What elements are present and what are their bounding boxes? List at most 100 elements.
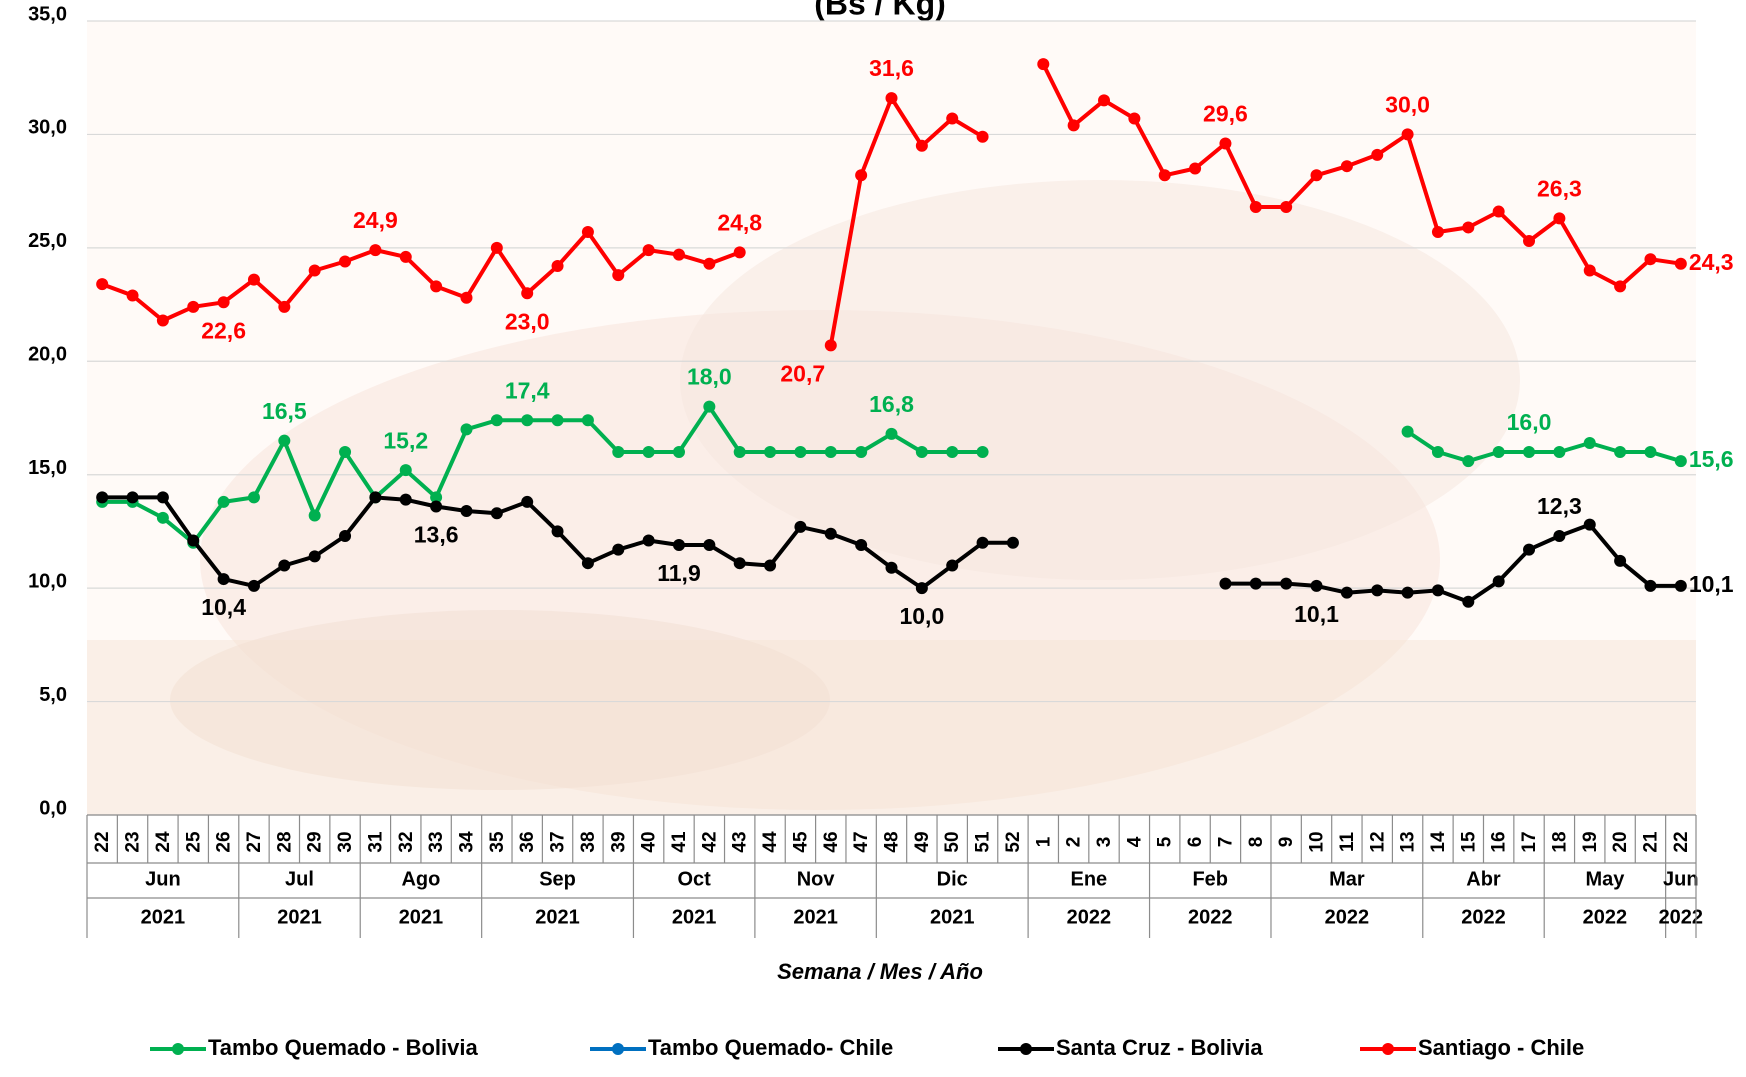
data-point: [855, 539, 868, 552]
data-point: [96, 491, 109, 504]
y-tick-label: 20,0: [28, 344, 67, 366]
legend-marker: [1382, 1043, 1394, 1055]
x-month-label: Abr: [1466, 868, 1501, 890]
data-label: 26,3: [1537, 175, 1582, 201]
data-point: [642, 534, 655, 547]
data-point: [1674, 455, 1687, 468]
x-tick-label: 30: [335, 831, 356, 852]
x-year-label: 2021: [930, 906, 975, 928]
data-point: [1219, 137, 1232, 150]
data-point: [1371, 148, 1384, 161]
data-point: [399, 250, 412, 263]
data-point: [1371, 584, 1384, 597]
data-label: 16,0: [1507, 409, 1552, 435]
data-point: [764, 559, 777, 572]
x-month-label: Ago: [401, 868, 440, 890]
data-point: [1462, 595, 1475, 608]
data-point: [1280, 577, 1293, 590]
data-point: [460, 291, 473, 304]
data-label: 30,0: [1385, 92, 1430, 118]
data-point: [1128, 112, 1141, 125]
chart-title: (Bs / Kg): [814, 0, 946, 21]
data-point: [551, 525, 564, 538]
data-point: [1523, 446, 1536, 459]
legend-label: Santa Cruz - Bolivia: [1056, 1035, 1263, 1060]
background-shape: [680, 180, 1520, 580]
x-tick-label: 16: [1489, 831, 1510, 852]
data-point: [1431, 225, 1444, 238]
data-point: [672, 539, 685, 552]
data-point: [1310, 579, 1323, 592]
data-point: [369, 244, 382, 257]
x-year-label: 2021: [672, 906, 717, 928]
x-year-label: 2021: [277, 906, 322, 928]
data-point: [1189, 162, 1202, 175]
x-month-label: Dic: [937, 868, 968, 890]
data-label: 17,4: [505, 377, 550, 403]
data-point: [642, 244, 655, 257]
data-point: [733, 557, 746, 570]
data-point: [156, 314, 169, 327]
data-label: 15,2: [383, 427, 428, 453]
data-point: [187, 534, 200, 547]
x-month-label: Jun: [145, 868, 181, 890]
data-point: [217, 495, 230, 508]
data-point: [430, 500, 443, 513]
data-point: [1492, 575, 1505, 588]
x-month-label: Oct: [677, 868, 711, 890]
y-tick-label: 5,0: [39, 684, 67, 706]
data-point: [1431, 584, 1444, 597]
data-point: [1249, 577, 1262, 590]
data-point: [733, 246, 746, 259]
data-point: [460, 505, 473, 518]
data-point: [399, 493, 412, 506]
data-label: 12,3: [1537, 493, 1582, 519]
data-label: 10,4: [201, 594, 246, 620]
x-tick-label: 36: [517, 831, 538, 852]
data-point: [1583, 436, 1596, 449]
legend-label: Tambo Quemado- Chile: [648, 1035, 893, 1060]
x-tick-label: 42: [699, 831, 720, 852]
x-tick-label: 34: [456, 831, 477, 853]
x-tick-label: 1: [1033, 836, 1054, 847]
data-point: [339, 255, 352, 268]
data-point: [885, 427, 898, 440]
x-tick-label: 49: [912, 831, 933, 852]
x-tick-label: 17: [1519, 831, 1540, 852]
data-point: [1492, 446, 1505, 459]
x-month-label: Sep: [539, 868, 576, 890]
x-axis-title: Semana / Mes / Año: [777, 959, 983, 984]
data-point: [96, 278, 109, 291]
data-point: [430, 491, 443, 504]
data-point: [915, 582, 928, 595]
data-point: [339, 529, 352, 542]
data-point: [1401, 425, 1414, 438]
x-tick-label: 22: [92, 831, 113, 852]
data-point: [855, 169, 868, 182]
data-point: [946, 112, 959, 125]
data-point: [1431, 446, 1444, 459]
data-point: [1219, 577, 1232, 590]
data-point: [308, 264, 321, 277]
data-point: [278, 559, 291, 572]
data-point: [642, 446, 655, 459]
x-month-label: May: [1585, 868, 1625, 890]
x-tick-label: 12: [1367, 831, 1388, 852]
x-month-label: Jun: [1663, 868, 1699, 890]
data-point: [308, 550, 321, 563]
data-point: [1644, 446, 1657, 459]
x-year-label: 2021: [793, 906, 838, 928]
x-tick-label: 35: [487, 831, 508, 853]
data-point: [460, 423, 473, 436]
x-tick-label: 4: [1124, 836, 1145, 847]
x-tick-label: 33: [426, 831, 447, 852]
data-label: 22,6: [201, 317, 246, 343]
legend-marker: [1020, 1043, 1032, 1055]
x-tick-label: 48: [882, 831, 903, 852]
data-point: [490, 414, 503, 427]
data-point: [1401, 128, 1414, 141]
data-point: [126, 289, 139, 302]
data-label: 24,9: [353, 207, 398, 233]
data-point: [551, 414, 564, 427]
x-tick-label: 38: [578, 831, 599, 852]
